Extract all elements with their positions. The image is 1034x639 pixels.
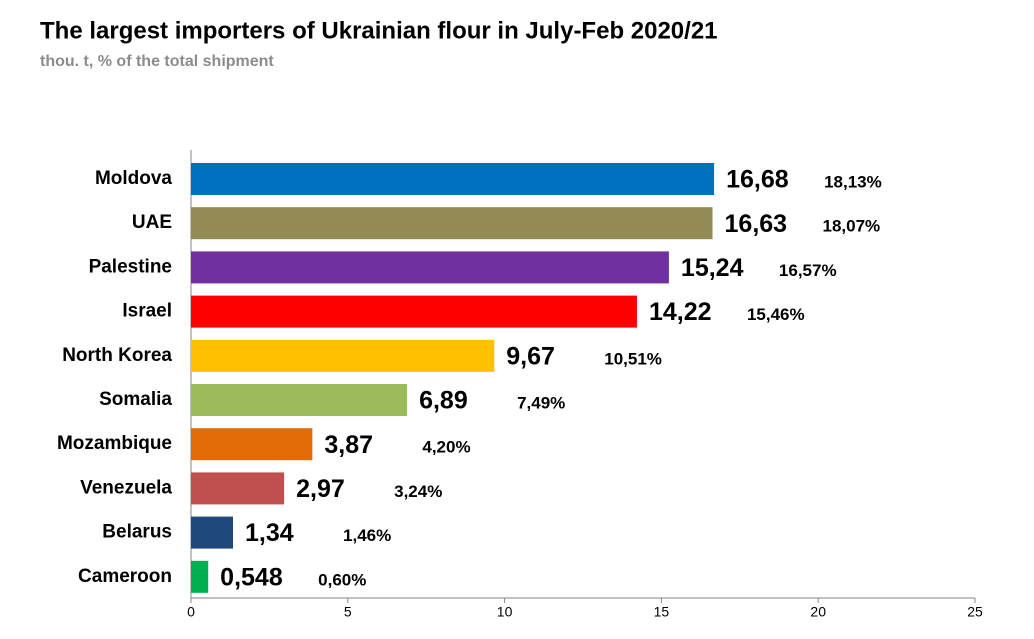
share-label: 0,60%	[318, 570, 366, 589]
x-tick-label: 25	[967, 604, 983, 620]
x-tick-label: 10	[497, 604, 513, 620]
value-label: 3,87	[324, 431, 373, 459]
y-tick-label: Israel	[122, 301, 172, 322]
value-label: 6,89	[419, 387, 468, 415]
bar	[191, 207, 713, 240]
chart-subtitle: thou. t, % of the total shipment	[40, 53, 274, 70]
x-tick-label: 5	[344, 604, 352, 620]
y-tick-label: Mozambique	[57, 433, 172, 454]
bar	[191, 163, 715, 195]
chart-title: The largest importers of Ukrainian flour…	[40, 17, 718, 44]
share-label: 15,46%	[747, 305, 805, 324]
value-label: 16,68	[726, 166, 789, 194]
x-tick-label: 0	[187, 604, 195, 620]
value-label: 14,22	[649, 298, 712, 326]
y-tick-label: Venezuela	[80, 477, 172, 498]
bar	[191, 560, 209, 593]
y-tick-label: Belarus	[102, 522, 172, 543]
bar	[191, 251, 669, 284]
share-label: 16,57%	[779, 261, 837, 280]
value-label: 15,24	[681, 254, 744, 282]
bar	[191, 384, 408, 416]
share-label: 3,24%	[394, 482, 442, 501]
value-label: 0,548	[220, 563, 283, 591]
bar	[191, 339, 495, 372]
y-tick-label: Cameroon	[78, 566, 172, 587]
bar	[191, 295, 637, 328]
share-label: 4,20%	[422, 438, 470, 457]
share-label: 18,07%	[823, 217, 881, 236]
value-label: 2,97	[296, 475, 345, 503]
value-label: 1,34	[245, 519, 294, 547]
y-tick-label: Moldova	[95, 168, 172, 189]
y-tick-label: Somalia	[99, 389, 172, 410]
y-tick-label: Palestine	[89, 256, 172, 277]
value-label: 9,67	[506, 342, 555, 370]
bar	[191, 516, 234, 549]
bar	[191, 428, 313, 461]
share-label: 7,49%	[517, 393, 565, 412]
x-tick-label: 15	[654, 604, 670, 620]
share-label: 18,13%	[824, 172, 882, 191]
share-label: 10,51%	[604, 349, 662, 368]
y-tick-label: UAE	[132, 212, 172, 233]
share-label: 1,46%	[343, 526, 391, 545]
value-label: 16,63	[725, 210, 788, 238]
bar	[191, 472, 285, 505]
x-tick-label: 20	[810, 604, 826, 620]
y-tick-label: North Korea	[62, 345, 172, 366]
